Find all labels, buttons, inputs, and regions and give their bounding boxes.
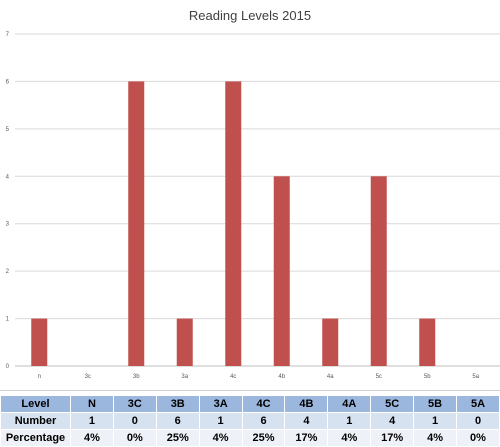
- table-cell: 1: [198, 412, 243, 430]
- table-cell: 6: [155, 412, 200, 430]
- x-tick-label: 5b: [424, 374, 431, 380]
- y-tick-label: 0: [6, 364, 10, 370]
- table-cell: 0%: [112, 429, 157, 447]
- bar-5c: [370, 176, 387, 366]
- x-tick-label: 4b: [278, 374, 285, 380]
- chart-area: Reading Levels 2015 0 1 2 3 4 5 6 7 n 3c 3b 3a 4c 4b 4…: [0, 8, 500, 391]
- bar-4c: [225, 81, 242, 366]
- table-cell: 4C: [241, 395, 286, 413]
- bar-chart: 0 1 2 3 4 5 6 7 n 3c 3b 3a 4c 4b 4a 5c 5b 5a: [6, 32, 500, 380]
- table-cell: 4%: [70, 429, 114, 447]
- table-cell: 6: [241, 412, 286, 430]
- percentage-row: Percentage 4% 0% 25% 4% 25% 17% 4% 17% 4% 0%: [0, 429, 500, 447]
- y-tick-label: 7: [6, 32, 10, 38]
- chart-title: Reading Levels 2015: [188, 8, 312, 23]
- x-tick-label: 3c: [85, 374, 91, 380]
- bar-n: [31, 318, 48, 366]
- table-cell: 0%: [456, 429, 500, 447]
- table-cell: 5A: [456, 395, 500, 413]
- table-cell: 0: [112, 412, 157, 430]
- table-cell: N: [70, 395, 114, 413]
- table-cell: 0: [456, 412, 500, 430]
- table-cell: 4%: [413, 429, 458, 447]
- table-cell: 5C: [370, 395, 415, 413]
- y-tick-label: 5: [6, 127, 10, 133]
- table-cell: 5B: [413, 395, 458, 413]
- bar-4a: [322, 318, 339, 366]
- row-label: Level: [0, 395, 71, 413]
- table-cell: 4%: [327, 429, 372, 447]
- bar-5b: [419, 318, 436, 366]
- table-cell: 25%: [241, 429, 286, 447]
- x-tick-label: 3a: [181, 374, 188, 380]
- x-tick-label: 5a: [472, 374, 479, 380]
- table-cell: 17%: [284, 429, 329, 447]
- x-tick-label: 3b: [133, 374, 140, 380]
- table-cell: 1: [413, 412, 458, 430]
- bar-3b: [128, 81, 145, 366]
- row-label: Number: [0, 412, 71, 430]
- number-row: Number 1 0 6 1 6 4 1 4 1 0: [0, 412, 500, 430]
- table-cell: 3A: [198, 395, 243, 413]
- table-cell: 25%: [155, 429, 200, 447]
- y-tick-label: 1: [6, 317, 10, 323]
- x-tick-label: 5c: [376, 374, 382, 380]
- table-cell: 3B: [155, 395, 200, 413]
- table-cell: 3C: [112, 395, 157, 413]
- table-cell: 4%: [198, 429, 243, 447]
- table-cell: 4: [370, 412, 415, 430]
- table-cell: 17%: [370, 429, 415, 447]
- level-row: Level N 3C 3B 3A 4C 4B 4A 5C 5B 5A: [0, 395, 500, 413]
- table-cell: 4A: [327, 395, 372, 413]
- y-tick-label: 2: [6, 269, 10, 275]
- table-cell: 1: [327, 412, 372, 430]
- reading-levels-table: Level N 3C 3B 3A 4C 4B 4A 5C 5B 5A Number 1 0 6 1 6 4 1 4 1 0…: [0, 395, 500, 447]
- y-tick-label: 6: [6, 79, 10, 85]
- y-tick-label: 3: [6, 222, 10, 228]
- bar-4b: [273, 176, 290, 366]
- table-cell: 4: [284, 412, 329, 430]
- y-tick-label: 4: [6, 174, 10, 180]
- x-tick-label: 4a: [327, 374, 334, 380]
- table-cell: 1: [70, 412, 114, 430]
- x-tick-label: n: [38, 374, 41, 380]
- row-label: Percentage: [0, 429, 71, 447]
- table-cell: 4B: [284, 395, 329, 413]
- bar-3a: [176, 318, 193, 366]
- x-tick-label: 4c: [230, 374, 236, 380]
